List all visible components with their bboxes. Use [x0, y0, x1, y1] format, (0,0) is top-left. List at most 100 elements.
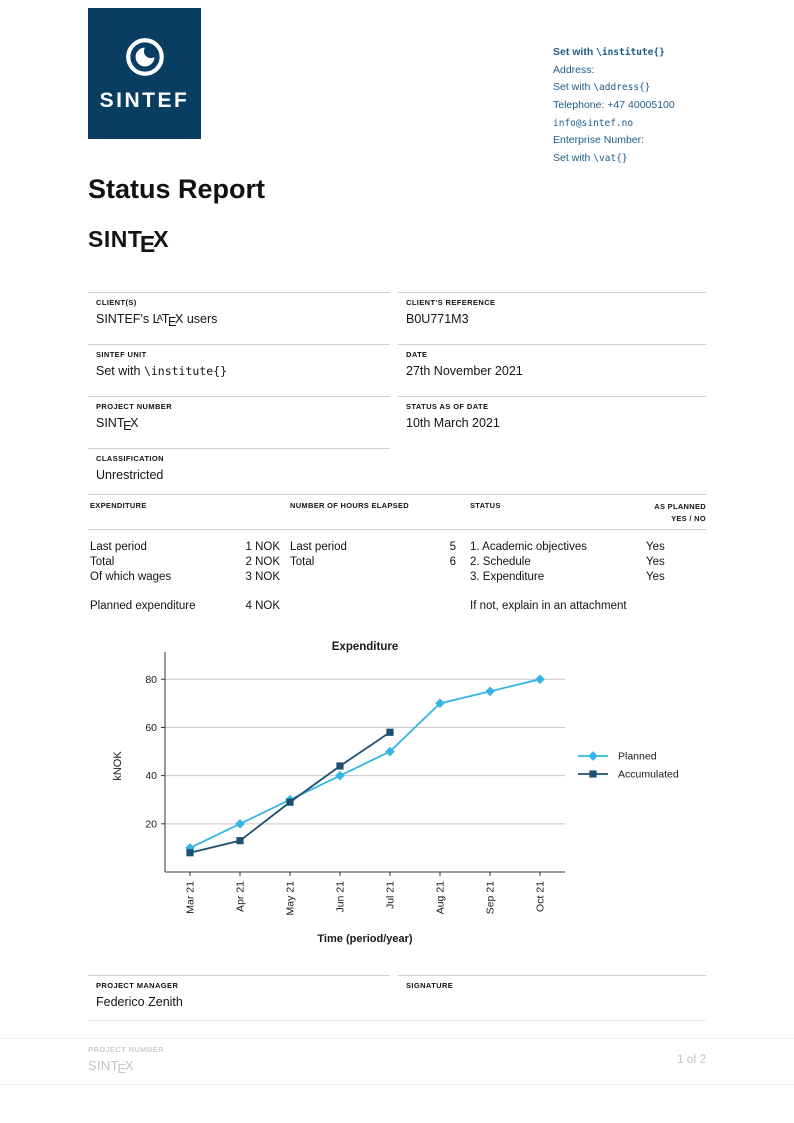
date-label: DATE: [406, 350, 428, 359]
contact-text: Set with: [553, 81, 594, 94]
client-label: CLIENT(S): [96, 298, 137, 307]
table-row: Total 2 NOK: [90, 556, 280, 568]
x-tick-label: Sep 21: [485, 881, 497, 914]
accumulated-marker: [386, 728, 394, 736]
project-manager-label: PROJECT MANAGER: [96, 981, 179, 990]
expenditure-chart: Expenditure 20 40 60 80 Mar 21 Apr 21 May 21 Jun…: [88, 636, 706, 954]
x-axis-label: Time (period/year): [317, 933, 412, 945]
accumulated-marker: [589, 770, 597, 778]
x-tick-label: Jul 21: [385, 881, 397, 909]
status-item: 3. Expenditure: [470, 571, 545, 583]
status-item: 2. Schedule: [470, 556, 531, 568]
sintef-logo-icon: [125, 38, 164, 76]
status-table-body: Last period 1 NOK Total 2 NOK Of which wag…: [88, 530, 706, 625]
as-planned-column: Yes Yes Yes: [646, 540, 706, 585]
contact-text: Set with: [553, 151, 594, 164]
yes-value: Yes: [646, 541, 665, 553]
project-number-label: PROJECT NUMBER: [96, 402, 173, 411]
table-row: Of which wages 3 NOK: [90, 571, 280, 583]
page-footer: PROJECT NUMBER SINTEX 1 of 2: [0, 1038, 794, 1085]
x-tick-label: Oct 21: [535, 881, 547, 912]
date-cell: DATE 27th November 2021: [398, 344, 706, 378]
contact-line-vat: Set with \vat{}: [553, 152, 728, 165]
y-tick-label: 80: [145, 674, 157, 686]
client-ref-value: B0U771M3: [406, 312, 469, 326]
y-axis-label: kNOK: [112, 751, 124, 781]
signature-label: SIGNATURE: [406, 981, 454, 990]
client-cell: CLIENT(S) SINTEF's LATEX users: [88, 292, 390, 329]
x-tick-label: Aug 21: [435, 881, 447, 914]
info-row-manager: PROJECT MANAGER Federico Zenith SIGNATUR…: [88, 975, 706, 1009]
info-row-unit: SINTEF UNIT Set with \institute{} DATE 2…: [88, 344, 706, 378]
legend-label: Planned: [618, 751, 657, 763]
header-expenditure: EXPENDITURE: [90, 501, 147, 510]
sintex-logo-heading: SINTEX: [88, 226, 170, 258]
status-item: 1. Academic objectives: [470, 541, 587, 553]
contact-line-telephone: Telephone: +47 40005100: [553, 99, 728, 112]
contact-mono: \institute{}: [596, 47, 665, 58]
contact-text: Enterprise Number:: [553, 134, 645, 147]
planned-marker: [335, 770, 345, 781]
client-ref-cell: CLIENT'S REFERENCE B0U771M3: [398, 292, 706, 329]
classification-value: Unrestricted: [96, 468, 164, 482]
project-number-cell: PROJECT NUMBER SINTEX: [88, 396, 390, 433]
status-date-label: STATUS AS OF DATE: [406, 402, 489, 411]
planned-marker: [588, 751, 598, 761]
x-tick-label: Apr 21: [235, 881, 247, 912]
contact-line-institute: Set with \institute{}: [553, 46, 728, 59]
info-row-client: CLIENT(S) SINTEF's LATEX users CLIENT'S …: [88, 292, 706, 329]
x-tick-label: Mar 21: [185, 881, 197, 914]
sintef-logo-text: SINTEF: [99, 89, 190, 112]
date-value: 27th November 2021: [406, 364, 523, 378]
contact-text: Telephone: +47 40005100: [553, 98, 675, 111]
accumulated-marker: [286, 798, 294, 806]
contact-line-enterprise-label: Enterprise Number:: [553, 134, 728, 147]
contact-line-address: Set with \address{}: [553, 81, 728, 94]
page-title: Status Report: [88, 174, 266, 204]
accumulated-marker: [336, 762, 344, 770]
planned-marker: [235, 819, 245, 829]
unit-label: SINTEF UNIT: [96, 350, 147, 359]
unit-value: Set with \institute{}: [96, 364, 228, 378]
header-hours: NUMBER OF HOURS ELAPSED: [290, 501, 409, 510]
contact-text: Set with: [553, 46, 597, 58]
page-number: 1 of 2: [677, 1054, 706, 1066]
status-column: 1. Academic objectives 2. Schedule 3. Ex…: [470, 540, 648, 614]
y-tick-label: 20: [145, 818, 157, 830]
footer-project-number: PROJECT NUMBER SINTEX: [88, 1045, 164, 1076]
contact-line-email: info@sintef.no: [553, 117, 728, 130]
table-row: Last period 5: [290, 541, 456, 553]
project-manager-cell: PROJECT MANAGER Federico Zenith: [88, 975, 390, 1009]
email-link[interactable]: info@sintef.no: [553, 117, 634, 129]
contact-mono: \address{}: [593, 82, 651, 94]
planned-marker: [535, 674, 545, 685]
planned-series-line: [189, 678, 541, 849]
status-table-header: EXPENDITURE NUMBER OF HOURS ELAPSED STAT…: [88, 495, 706, 530]
footer-project-number-label: PROJECT NUMBER: [88, 1045, 165, 1054]
accumulated-marker: [236, 837, 244, 845]
table-row: Last period 1 NOK: [90, 541, 280, 553]
yes-value: Yes: [646, 556, 665, 568]
status-table: EXPENDITURE NUMBER OF HOURS ELAPSED STAT…: [88, 494, 706, 625]
classification-cell: CLASSIFICATION Unrestricted: [88, 448, 390, 482]
client-value: SINTEF's LATEX users: [96, 312, 218, 329]
x-tick-label: Jun 21: [335, 881, 347, 913]
contact-mono: \vat{}: [593, 152, 628, 164]
contact-text: Address:: [553, 63, 595, 76]
status-date-cell: STATUS AS OF DATE 10th March 2021: [398, 396, 706, 433]
x-tick-label: May 21: [285, 881, 297, 916]
accumulated-marker: [186, 849, 194, 857]
legend-label: Accumulated: [618, 769, 679, 781]
status-note: If not, explain in an attachment: [470, 600, 627, 612]
header-status: STATUS: [470, 501, 501, 510]
y-tick-label: 40: [145, 770, 157, 782]
project-number-value: SINTEX: [96, 416, 139, 433]
yes-value: Yes: [646, 571, 665, 583]
contact-line-address-label: Address:: [553, 64, 728, 77]
table-row: Total 6: [290, 556, 456, 568]
manager-block: PROJECT MANAGER Federico Zenith SIGNATUR…: [88, 975, 706, 1021]
project-manager-name: Federico Zenith: [96, 995, 183, 1009]
info-row-classification: CLASSIFICATION Unrestricted: [88, 448, 706, 482]
contact-block: Set with \institute{} Address: Set with …: [553, 46, 728, 169]
